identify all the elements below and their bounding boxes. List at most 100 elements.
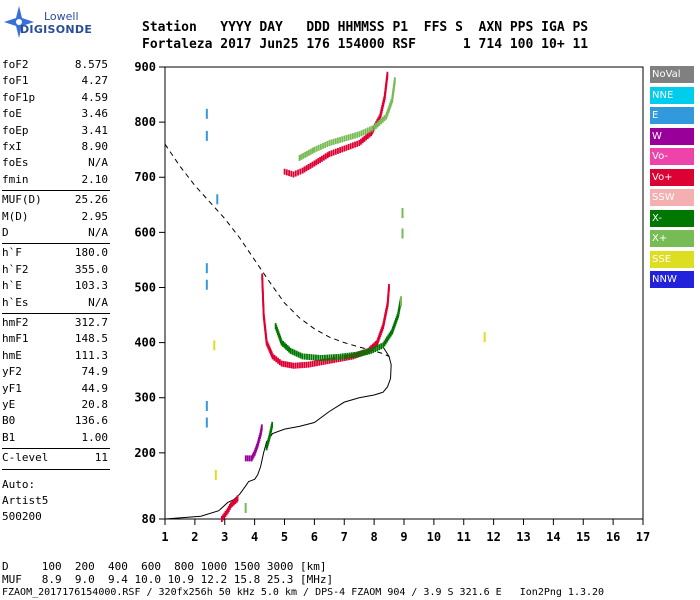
- x-tick-label: 14: [546, 530, 560, 544]
- echo-mark: [226, 507, 229, 514]
- echo-mark: [332, 138, 335, 145]
- echo-mark: [299, 362, 301, 369]
- echo-mark: [305, 361, 308, 368]
- y-tick-label: 500: [134, 280, 156, 294]
- echo-mark: [295, 350, 298, 357]
- echo-mark: [280, 339, 283, 346]
- param-label: B1: [2, 430, 16, 444]
- echo-mark: [341, 353, 344, 360]
- echo-trace: [220, 495, 239, 522]
- autoscaler-name: Artist5: [2, 493, 49, 507]
- legend-item: E: [650, 107, 694, 124]
- clevel-row: C-level 11: [2, 451, 108, 467]
- echo-mark: [301, 353, 304, 360]
- param-label: hmE: [2, 348, 22, 362]
- x-tick-label: 9: [400, 530, 407, 544]
- echo-mark: [376, 121, 379, 128]
- echo-mark: [366, 132, 369, 139]
- param-row: yE 20.8: [2, 398, 108, 414]
- echo-trace: [265, 421, 274, 451]
- echo-mark: [318, 359, 321, 366]
- y-tick-label: 400: [134, 336, 156, 350]
- echo-mark: [301, 167, 304, 174]
- echo-mark: [328, 357, 331, 364]
- x-tick-label: 3: [221, 530, 228, 544]
- echo-mark: [346, 352, 349, 359]
- param-label: h`F: [2, 246, 22, 260]
- echo-mark: [371, 125, 373, 132]
- param-label: foEp: [2, 123, 29, 137]
- x-tick-label: 16: [606, 530, 620, 544]
- echo-mark: [324, 354, 326, 361]
- echo-mark: [389, 330, 392, 337]
- echo-mark: [363, 135, 366, 142]
- y-tick-label: 600: [134, 225, 156, 239]
- echo-mark: [304, 151, 307, 158]
- param-value: 20.8: [81, 398, 109, 411]
- y-tick-label: 700: [134, 170, 156, 184]
- echo-mark: [339, 147, 341, 154]
- echo-mark: [302, 152, 305, 159]
- echo-mark: [309, 361, 312, 368]
- echo-mark: [334, 148, 337, 155]
- echo-mark: [386, 71, 389, 78]
- echo-mark: [282, 360, 285, 367]
- param-separator: [2, 468, 110, 470]
- x-tick-label: 2: [191, 530, 198, 544]
- echo-mark: [326, 152, 329, 159]
- echo-mark: [225, 509, 228, 516]
- echo-mark: [347, 134, 350, 141]
- echo-mark: [288, 170, 290, 177]
- echo-mark: [285, 169, 288, 176]
- echo-mark: [374, 346, 377, 353]
- echo-mark: [307, 361, 310, 368]
- param-separator: [2, 448, 110, 450]
- header-line1: Station YYYY DAY DDD HHMMSS P1 FFS S AXN…: [142, 20, 589, 35]
- echo-mark: [307, 164, 310, 171]
- echo-mark: [311, 360, 314, 367]
- echo-mark: [393, 77, 396, 84]
- logo-line1: Lowell: [44, 10, 79, 23]
- echo-mark: [306, 150, 308, 157]
- y-tick-label: 900: [134, 60, 156, 74]
- echo-mark: [326, 141, 329, 148]
- param-row: h`Es N/A: [2, 296, 108, 312]
- x-tick-label: 1: [161, 530, 168, 544]
- param-row: foEs N/A: [2, 156, 108, 172]
- param-value: 2.10: [81, 172, 109, 186]
- param-separator: [2, 243, 110, 245]
- echo-mark: [365, 134, 368, 141]
- echo-mark: [298, 154, 301, 161]
- echo-mark: [357, 351, 360, 358]
- echo-mark: [288, 362, 291, 369]
- echo-mark: [288, 346, 290, 353]
- echo-mark: [383, 340, 386, 347]
- echo-mark: [317, 354, 320, 361]
- param-label: h`Es: [2, 295, 29, 309]
- echo-mark: [303, 353, 306, 360]
- echo-mark: [311, 147, 314, 154]
- param-value: 136.6: [74, 414, 108, 428]
- echo-mark: [250, 455, 253, 462]
- echo-mark: [309, 148, 312, 155]
- param-value: 355.0: [74, 262, 108, 276]
- x-tick-label: 6: [311, 530, 318, 544]
- echo-mark: [374, 340, 377, 347]
- echo-mark: [356, 140, 359, 147]
- echo-mark: [301, 362, 303, 369]
- echo-mark: [339, 353, 342, 360]
- param-value: N/A: [88, 295, 108, 309]
- echo-mark: [297, 169, 299, 176]
- echo-mark: [244, 455, 247, 462]
- echo-mark: [321, 354, 324, 361]
- legend-item: Vo-: [650, 148, 694, 165]
- param-value: 3.46: [81, 107, 109, 121]
- param-label: yE: [2, 398, 16, 411]
- density-profile: [164, 346, 392, 520]
- echo-mark: [326, 354, 329, 361]
- echo-mark: [371, 343, 374, 350]
- echo-mark: [314, 360, 316, 367]
- echo-mark: [378, 119, 381, 126]
- echo-mark: [296, 362, 299, 369]
